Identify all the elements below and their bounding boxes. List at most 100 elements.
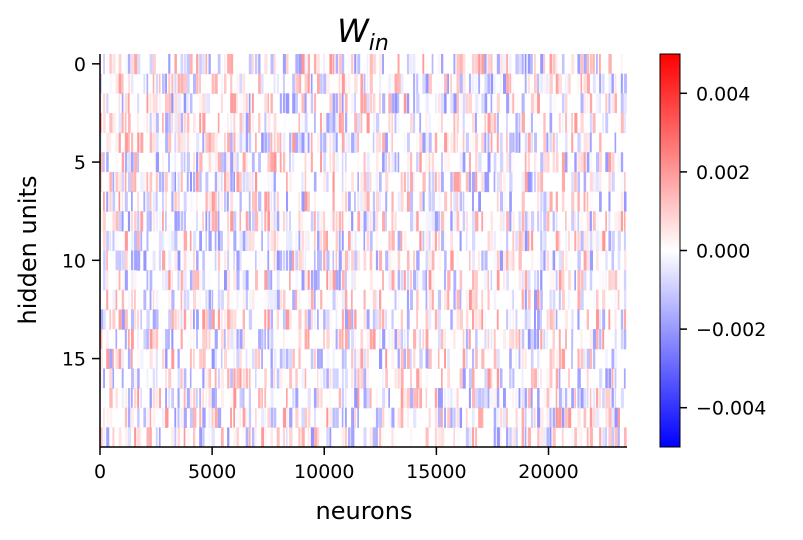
heatmap-cell bbox=[614, 270, 618, 291]
heatmap-cell bbox=[499, 132, 503, 153]
heatmap-cell bbox=[403, 132, 406, 153]
heatmap-cell bbox=[565, 112, 568, 134]
heatmap-cell bbox=[295, 93, 298, 114]
heatmap-cell bbox=[472, 270, 475, 291]
heatmap-cell bbox=[344, 250, 349, 271]
heatmap-cell bbox=[592, 289, 596, 311]
heatmap-cell bbox=[255, 348, 258, 369]
heatmap-cell bbox=[177, 427, 181, 447]
heatmap-cell bbox=[543, 54, 546, 75]
heatmap-cell bbox=[530, 211, 535, 232]
heatmap-cell bbox=[109, 54, 112, 75]
heatmap-cell bbox=[233, 368, 236, 389]
heatmap-cell bbox=[199, 348, 203, 369]
heatmap-cell bbox=[357, 368, 360, 389]
heatmap-cell bbox=[155, 73, 159, 94]
heatmap-cell bbox=[400, 191, 404, 212]
heatmap-cell bbox=[282, 93, 286, 114]
heatmap-cell bbox=[537, 270, 539, 291]
heatmap-cell bbox=[227, 211, 229, 232]
heatmap-cell bbox=[248, 112, 251, 134]
heatmap-cell bbox=[534, 152, 537, 173]
heatmap-cell bbox=[586, 427, 589, 447]
heatmap-cell bbox=[202, 407, 206, 428]
heatmap-cell bbox=[524, 348, 527, 369]
heatmap-cell bbox=[348, 329, 350, 350]
heatmap-cell bbox=[171, 73, 174, 94]
heatmap-cell bbox=[180, 54, 183, 75]
heatmap-cell bbox=[245, 171, 249, 193]
heatmap-cell bbox=[152, 73, 155, 94]
heatmap-cell bbox=[462, 211, 465, 232]
heatmap-cell bbox=[313, 54, 317, 75]
heatmap-cell bbox=[602, 309, 606, 330]
heatmap-cell bbox=[360, 171, 363, 193]
heatmap-cell bbox=[608, 211, 611, 232]
heatmap-cell bbox=[586, 388, 589, 409]
colorbar bbox=[659, 53, 681, 448]
heatmap-cell bbox=[425, 230, 429, 252]
heatmap-cell bbox=[580, 230, 584, 252]
heatmap-cell bbox=[450, 73, 453, 94]
heatmap-cell bbox=[245, 211, 249, 232]
y-tick-label: 5 bbox=[74, 152, 86, 174]
heatmap-cell bbox=[413, 388, 417, 409]
heatmap-cell bbox=[565, 230, 568, 252]
heatmap-cell bbox=[317, 388, 320, 409]
heatmap-cell bbox=[298, 348, 301, 369]
heatmap-cell bbox=[124, 329, 127, 350]
heatmap-cell bbox=[332, 329, 335, 350]
heatmap-cell bbox=[441, 152, 443, 173]
heatmap-cell bbox=[620, 329, 624, 350]
heatmap-cell bbox=[230, 329, 234, 350]
heatmap-cell bbox=[583, 388, 587, 409]
heatmap-cell bbox=[403, 270, 406, 291]
heatmap-cell bbox=[106, 329, 109, 350]
heatmap-cell bbox=[465, 211, 468, 232]
heatmap-cell bbox=[323, 152, 327, 173]
heatmap-cell bbox=[583, 152, 586, 173]
heatmap-cell bbox=[100, 368, 103, 389]
heatmap-cell bbox=[605, 112, 609, 134]
heatmap-cell bbox=[115, 348, 119, 369]
heatmap-cell bbox=[220, 171, 223, 193]
heatmap-cell bbox=[124, 93, 128, 114]
heatmap-cell bbox=[360, 348, 364, 369]
heatmap-cell bbox=[298, 250, 302, 271]
heatmap-cell bbox=[115, 289, 118, 311]
heatmap-cell bbox=[335, 112, 338, 134]
heatmap-cell bbox=[537, 427, 540, 447]
heatmap-cell bbox=[304, 309, 308, 330]
heatmap-cell bbox=[441, 289, 443, 311]
heatmap-cell bbox=[177, 250, 181, 271]
heatmap-cell bbox=[490, 132, 493, 153]
heatmap-cell bbox=[366, 54, 369, 75]
heatmap-cell bbox=[363, 230, 366, 252]
heatmap-cell bbox=[611, 73, 614, 94]
heatmap-cell bbox=[614, 388, 617, 409]
heatmap-cell bbox=[168, 427, 171, 447]
heatmap-cell bbox=[425, 112, 428, 134]
heatmap-cell bbox=[608, 171, 611, 193]
heatmap-cell bbox=[100, 407, 102, 428]
heatmap-cell bbox=[354, 191, 356, 212]
heatmap-cell bbox=[366, 191, 370, 212]
heatmap-cell bbox=[202, 309, 206, 330]
heatmap-cell bbox=[437, 211, 441, 232]
heatmap-cell bbox=[397, 329, 401, 350]
heatmap-cell bbox=[270, 329, 274, 350]
heatmap-cell bbox=[422, 73, 426, 94]
heatmap-cell bbox=[589, 388, 592, 409]
heatmap-cell bbox=[549, 427, 552, 447]
heatmap-cell bbox=[453, 171, 457, 193]
heatmap-cell bbox=[599, 132, 602, 153]
heatmap-cell bbox=[379, 54, 382, 75]
heatmap-cell bbox=[214, 388, 218, 409]
heatmap-cell bbox=[437, 289, 442, 311]
heatmap-cell bbox=[202, 132, 205, 153]
heatmap-cell bbox=[137, 211, 140, 232]
heatmap-cell bbox=[193, 54, 196, 75]
heatmap-cell bbox=[326, 368, 329, 389]
heatmap-cell bbox=[580, 73, 583, 94]
